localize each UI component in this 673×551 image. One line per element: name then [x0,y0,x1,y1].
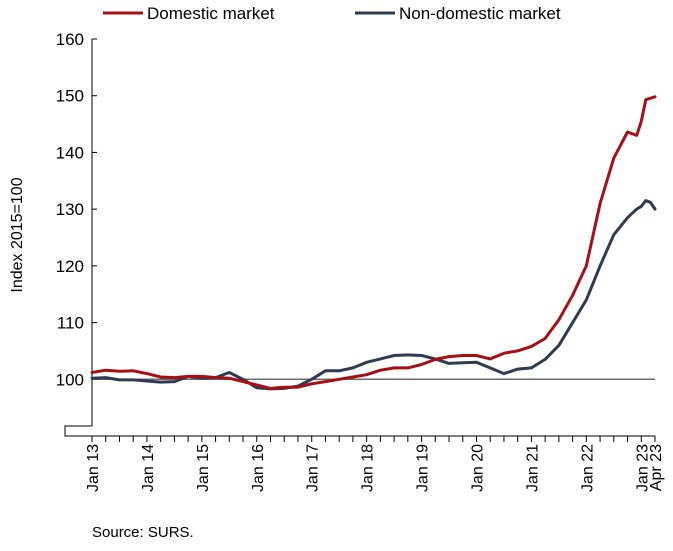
y-tick-label: 110 [57,314,84,333]
series-line-non-domestic-market [90,199,657,391]
x-tick-label: Jan 13 [85,444,102,492]
y-axis-break-mark [64,425,92,437]
x-tick-label: Jan 17 [305,444,322,492]
y-tick-label: 130 [56,200,84,219]
y-tick-label: 160 [56,30,84,49]
y-tick-label: 100 [56,370,84,389]
source-note: Source: SURS. [92,524,194,541]
y-axis: 160 150 140 130 120 110 100 [56,30,97,437]
x-axis: Jan 13 Jan 14 Jan 15 Jan 16 Jan 17 Jan 18 Jan … [85,435,665,492]
y-axis-label: Index 2015=100 [9,177,26,292]
x-tick-label: Jan 19 [415,444,432,492]
x-tick-label: Jan 20 [469,444,486,492]
legend: Domestic market Non-domestic market [103,4,561,23]
plot-area [90,95,657,391]
x-tick-label: Jan 16 [250,444,267,492]
y-tick-label: 120 [56,257,84,276]
x-tick-label: Jan 21 [524,444,541,492]
y-tick-label: 150 [56,87,84,106]
x-tick-label: Jan 23 [634,444,651,492]
y-tick-label: 140 [56,143,84,162]
x-tick-label: Jan 22 [579,444,596,492]
x-tick-label: Apr 23 [648,444,665,491]
x-tick-label: Jan 15 [195,444,212,492]
legend-label-non-domestic-market: Non-domestic market [399,4,561,23]
series-line-domestic-market [90,95,657,390]
x-tick-label: Jan 14 [140,444,157,492]
legend-label-domestic-market: Domestic market [147,4,275,23]
x-tick-label: Jan 18 [360,444,377,492]
